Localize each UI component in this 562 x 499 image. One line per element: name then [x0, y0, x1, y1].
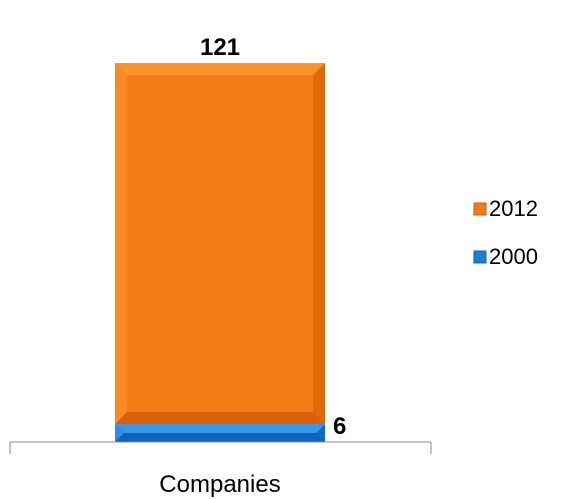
- bar-bevel-bottom-2000: [115, 433, 325, 442]
- bar-bevel-top-2012: [115, 63, 325, 76]
- bar-bevel-left-2000: [115, 424, 124, 442]
- bar-2012: [115, 63, 325, 425]
- legend-item-2000: 2000: [473, 244, 538, 269]
- x-tick-label: Companies: [159, 471, 280, 498]
- bar-bevel-top-2000: [115, 424, 325, 434]
- bar-bevel-right-2000: [316, 424, 325, 442]
- data-labels-layer: 6 121: [200, 34, 346, 440]
- legend-label-2012: 2012: [489, 196, 538, 221]
- legend-label-2000: 2000: [489, 244, 538, 269]
- data-label-2012: 121: [200, 34, 240, 61]
- legend-item-2012: 2012: [473, 196, 538, 221]
- legend-swatch-2012: [473, 202, 487, 216]
- bar-body-2012: [115, 63, 325, 425]
- bar-2000: [115, 424, 325, 442]
- legend: 2012 2000: [473, 196, 538, 269]
- data-label-2000: 6: [333, 413, 346, 440]
- bars-layer: [115, 63, 325, 442]
- bar-bevel-right-2012: [313, 63, 325, 425]
- legend-swatch-2000: [473, 250, 487, 264]
- bar-bevel-left-2012: [115, 63, 127, 425]
- bar-bevel-bottom-2012: [115, 412, 325, 425]
